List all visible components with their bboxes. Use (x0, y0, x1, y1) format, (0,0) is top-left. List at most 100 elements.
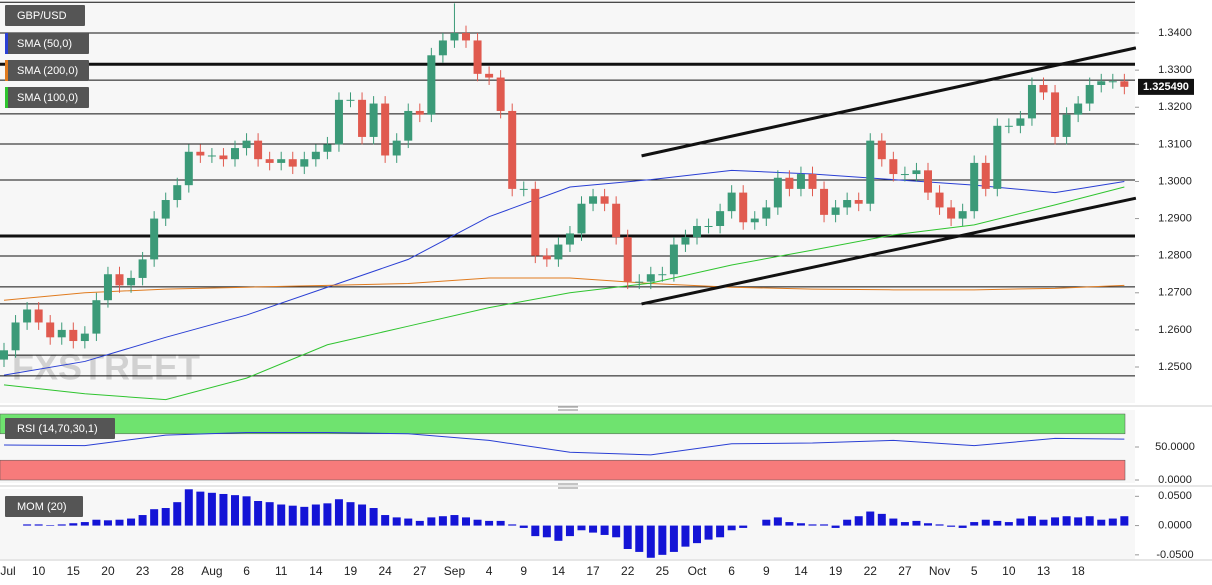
candle-body (219, 155, 228, 160)
candle-body (1016, 118, 1025, 126)
candle-body (1085, 84, 1094, 104)
mom-bar (958, 525, 967, 528)
legend-box (5, 496, 83, 517)
mom-bar (646, 525, 655, 558)
x-tick-label: 9 (763, 564, 770, 578)
mom-bar (462, 517, 470, 526)
candle-body (993, 125, 1002, 189)
last-price-label: 1.325490 (1143, 81, 1189, 93)
candle-body (231, 148, 239, 160)
candle-body (681, 237, 690, 245)
x-tick-label: 24 (378, 564, 392, 578)
candle-body (600, 196, 609, 204)
mom-bar (1016, 518, 1025, 526)
candle-body (508, 110, 517, 189)
candle-body (254, 140, 263, 160)
candle-body (1004, 125, 1013, 127)
candle-body (1120, 81, 1129, 87)
mom-bar (531, 525, 540, 537)
rsi-band (0, 459, 1126, 481)
mom-bar (843, 519, 852, 526)
x-tick-label: 20 (101, 564, 115, 578)
candle-body (34, 309, 43, 323)
x-tick-label: 19 (344, 564, 358, 578)
candle-body (646, 274, 655, 282)
mom-bar (80, 522, 89, 526)
candle-body (762, 207, 771, 219)
candle-body (150, 218, 159, 260)
candle-body (496, 77, 505, 111)
mom-bar (57, 524, 66, 526)
y-tick-label: 50.0000 (1155, 441, 1195, 453)
resize-handle[interactable] (558, 483, 578, 489)
candle-body (242, 140, 251, 149)
y-tick-label: 0.0000 (1158, 474, 1192, 486)
candle-body (415, 110, 424, 115)
mom-bar (311, 504, 320, 526)
mom-bar (681, 525, 690, 547)
rsi-band (0, 413, 1126, 435)
mom-bar (323, 503, 332, 526)
x-tick-label: 23 (136, 564, 150, 578)
mom-bar (912, 520, 921, 526)
candle-body (161, 200, 170, 219)
candle-body (542, 255, 551, 260)
y-tick-label: 0.0500 (1158, 490, 1192, 502)
candle-body (323, 144, 332, 152)
y-tick-label: 1.3400 (1158, 27, 1192, 39)
candle-body (57, 329, 66, 338)
legend-text: SMA (50,0) (17, 38, 72, 50)
candle-body (900, 174, 909, 176)
candle-body (1027, 84, 1036, 119)
y-tick-label: 1.3000 (1158, 175, 1192, 187)
mom-bar (265, 502, 274, 526)
mom-bar (161, 508, 170, 526)
mom-bar (693, 525, 701, 544)
legend-box (5, 33, 89, 54)
mom-bar (1027, 516, 1036, 526)
mom-bar (300, 506, 309, 526)
mom-bar (600, 525, 609, 535)
mom-bar (554, 525, 563, 541)
mom-bar (254, 500, 263, 526)
mom-bar (1062, 516, 1071, 526)
x-tick-label: 11 (275, 564, 288, 578)
candle-body (265, 159, 274, 163)
mom-bar (496, 520, 505, 526)
mom-bar (623, 525, 632, 549)
legend-text: RSI (14,70,30,1) (17, 423, 98, 435)
candle-body (450, 33, 459, 41)
mom-bar (358, 504, 367, 526)
mom-bar (369, 508, 378, 526)
x-tick-label: 27 (413, 564, 427, 578)
candle-body (785, 177, 794, 189)
x-tick-label: Sep (444, 564, 466, 578)
candle-body (196, 151, 205, 156)
candle-body (1108, 81, 1117, 83)
y-tick-label: 1.2900 (1158, 212, 1192, 224)
x-tick-label: 14 (794, 564, 808, 578)
candle-body (623, 237, 632, 282)
mom-bar (207, 492, 216, 526)
candle-body (473, 40, 482, 74)
x-tick-label: Oct (688, 564, 707, 578)
mom-bar (669, 525, 678, 552)
mom-bar (438, 516, 447, 526)
mom-bar (589, 525, 598, 533)
candle-body (635, 281, 644, 283)
mom-bar (900, 522, 909, 526)
resize-handle[interactable] (558, 406, 578, 411)
candle-body (173, 185, 182, 201)
mom-bar (1004, 522, 1013, 526)
candle-body (924, 170, 932, 193)
mom-bar (381, 515, 390, 526)
legend-text: SMA (200,0) (17, 65, 78, 77)
mom-bar (196, 491, 205, 526)
mom-bar (796, 523, 805, 526)
candle-body (843, 200, 852, 208)
candle-body (773, 177, 782, 208)
x-tick-label: 10 (1002, 564, 1016, 578)
candle-body (866, 140, 875, 204)
mom-bar (981, 519, 990, 526)
